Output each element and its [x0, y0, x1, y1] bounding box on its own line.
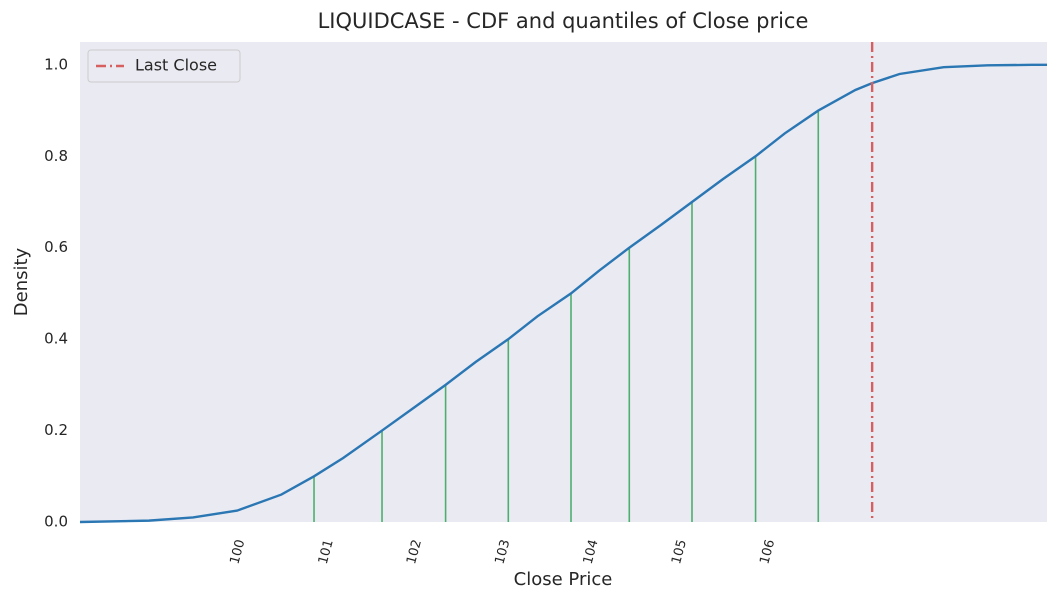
x-tick-label: 106 — [757, 538, 778, 566]
y-tick-label: 0.6 — [44, 238, 68, 256]
x-tick-label: 102 — [404, 538, 425, 566]
y-tick-label: 0.0 — [44, 513, 68, 531]
y-axis-label: Density — [11, 247, 32, 316]
y-tick-label: 1.0 — [44, 55, 68, 73]
x-tick-label: 101 — [316, 538, 337, 566]
x-axis-label: Close Price — [514, 569, 613, 590]
x-tick-label: 100 — [228, 538, 249, 566]
legend-label: Last Close — [135, 56, 217, 75]
chart-title: LIQUIDCASE - CDF and quantiles of Close … — [318, 9, 809, 33]
plot-area — [80, 42, 1047, 522]
y-tick-label: 0.8 — [44, 147, 68, 165]
y-tick-label: 0.2 — [44, 421, 68, 439]
legend-box — [87, 49, 241, 83]
x-tick-label: 103 — [492, 538, 513, 566]
x-tick-label: 105 — [669, 538, 690, 566]
y-tick-label: 0.4 — [44, 330, 68, 348]
cdf-line — [79, 63, 1047, 524]
x-tick-label: 104 — [581, 538, 602, 566]
